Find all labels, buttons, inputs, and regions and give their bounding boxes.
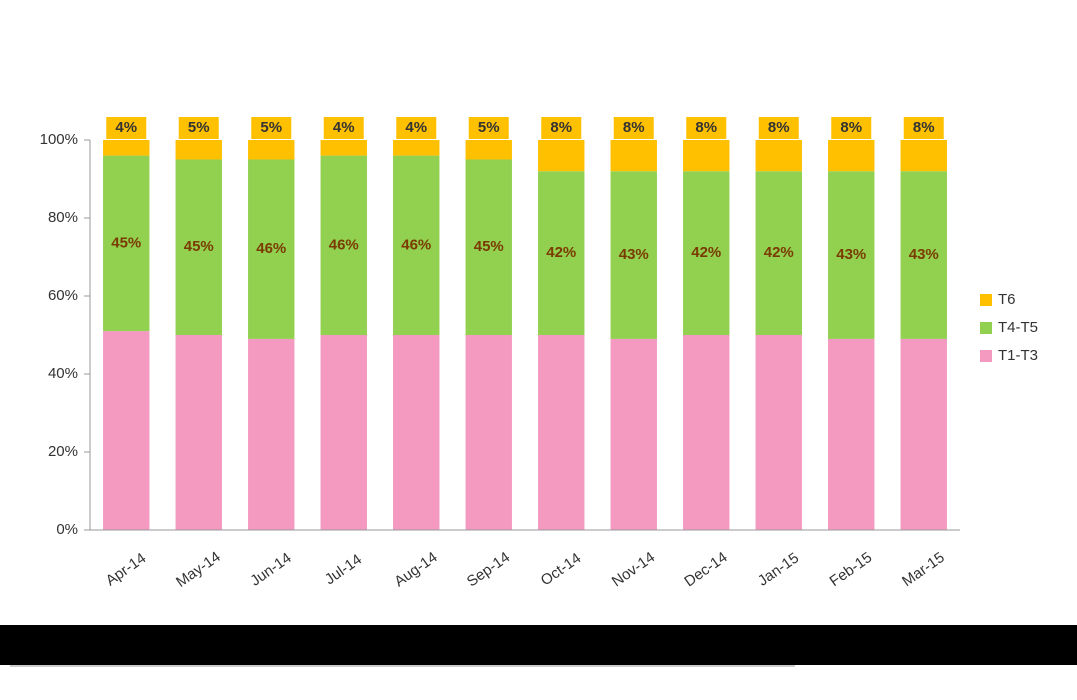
label-box — [251, 117, 292, 139]
bar-segment — [683, 171, 730, 335]
data-label: 8% — [623, 119, 645, 136]
data-label: 8% — [768, 119, 790, 136]
label-box — [178, 117, 219, 139]
bar-segment — [393, 140, 440, 156]
bar-segment — [103, 140, 150, 156]
bar-segment — [175, 335, 222, 530]
data-label: 4% — [405, 119, 427, 136]
data-label: 43% — [909, 246, 939, 263]
bar-segment — [755, 140, 802, 172]
data-label: 43% — [619, 246, 649, 263]
label-box — [686, 117, 727, 139]
label-box — [468, 117, 509, 139]
data-label: 42% — [764, 244, 794, 261]
data-label: 46% — [329, 236, 359, 253]
bar-segment — [393, 335, 440, 530]
label-box — [323, 117, 364, 139]
data-label: 45% — [111, 234, 141, 251]
data-label: 45% — [474, 238, 504, 255]
legend-swatch — [980, 294, 992, 306]
data-label: 8% — [695, 119, 717, 136]
data-label: 5% — [260, 119, 282, 136]
label-box — [831, 117, 872, 139]
bar-segment — [175, 159, 222, 335]
x-tick-label: Jun-14 — [247, 549, 294, 589]
x-tick-label: Jan-15 — [755, 549, 802, 589]
x-tick-label: Mar-15 — [899, 549, 948, 590]
data-label: 4% — [333, 119, 355, 136]
data-label: 43% — [836, 246, 866, 263]
bar-segment — [465, 159, 512, 335]
y-tick-label: 80% — [48, 209, 78, 226]
data-label: 46% — [401, 236, 431, 253]
bar-segment — [465, 335, 512, 530]
y-tick-label: 20% — [48, 443, 78, 460]
legend-label: T6 — [998, 291, 1016, 308]
bar-segment — [248, 338, 295, 530]
data-label: 5% — [188, 119, 210, 136]
x-tick-label: Feb-15 — [827, 549, 876, 590]
bar-segment — [320, 335, 367, 530]
data-label: 42% — [546, 244, 576, 261]
x-tick-label: May-14 — [173, 548, 224, 591]
data-label: 42% — [691, 244, 721, 261]
x-tick-label: Dec-14 — [681, 549, 730, 591]
bar-segment — [900, 140, 947, 172]
y-tick-label: 40% — [48, 365, 78, 382]
bar-segment — [465, 140, 512, 160]
x-tick-label: Jul-14 — [322, 551, 365, 588]
y-tick-label: 0% — [56, 521, 78, 538]
x-tick-label: Aug-14 — [391, 549, 440, 591]
x-tick-label: Sep-14 — [464, 549, 513, 591]
bar-segment — [610, 338, 657, 530]
bar-segment — [538, 171, 585, 335]
bar-segment — [683, 335, 730, 530]
bar-segment — [828, 140, 875, 172]
footer-band — [0, 625, 1077, 665]
legend-swatch — [980, 350, 992, 362]
data-label: 45% — [184, 238, 214, 255]
bar-segment — [683, 140, 730, 172]
x-tick-label: Oct-14 — [538, 550, 585, 590]
bar-segment — [755, 335, 802, 530]
bar-segment — [900, 171, 947, 339]
bar-segment — [248, 140, 295, 160]
bar-segment — [393, 155, 440, 335]
bar-segment — [755, 171, 802, 335]
bar-segment — [320, 140, 367, 156]
data-label: 4% — [115, 119, 137, 136]
bar-segment — [828, 338, 875, 530]
label-box — [613, 117, 654, 139]
bar-segment — [610, 140, 657, 172]
bar-segment — [538, 335, 585, 530]
bar-segment — [248, 159, 295, 339]
y-tick-label: 60% — [48, 287, 78, 304]
legend-swatch — [980, 322, 992, 334]
data-label: 8% — [913, 119, 935, 136]
y-tick-label: 100% — [40, 131, 78, 148]
data-label: 5% — [478, 119, 500, 136]
label-box — [106, 117, 147, 139]
data-label: 46% — [256, 240, 286, 257]
bar-segment — [828, 171, 875, 339]
legend-label: T1-T3 — [998, 347, 1038, 364]
label-box — [396, 117, 437, 139]
bar-segment — [320, 155, 367, 335]
bar-segment — [103, 331, 150, 530]
bar-segment — [175, 140, 222, 160]
x-tick-label: Apr-14 — [103, 550, 150, 590]
bar-segment — [538, 140, 585, 172]
legend-label: T4-T5 — [998, 319, 1038, 336]
bar-segment — [610, 171, 657, 339]
data-label: 8% — [550, 119, 572, 136]
bar-segment — [900, 338, 947, 530]
bar-segment — [103, 155, 150, 332]
label-box — [541, 117, 582, 139]
label-box — [903, 117, 944, 139]
data-label: 8% — [840, 119, 862, 136]
label-box — [758, 117, 799, 139]
x-tick-label: Nov-14 — [609, 549, 658, 591]
